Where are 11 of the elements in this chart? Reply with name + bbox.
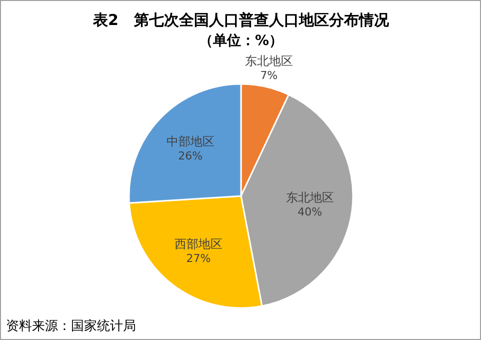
data-label: 27%: [186, 252, 211, 265]
data-label: 7%: [260, 69, 278, 82]
slice-label: 中部地区: [166, 134, 214, 148]
slice-label: 西部地区: [174, 236, 222, 251]
text: 资料来源：国家统计局: [6, 318, 136, 334]
chart-title: 表2 第七次全国人口普查人口地区分布情况: [92, 11, 390, 29]
chart-subtitle: （单位：%）: [198, 33, 284, 49]
slice-label: 东北地区: [286, 190, 334, 205]
data-label: 26%: [178, 149, 203, 162]
data-label: 40%: [298, 206, 322, 219]
slice-label: 东北地区: [244, 54, 293, 68]
